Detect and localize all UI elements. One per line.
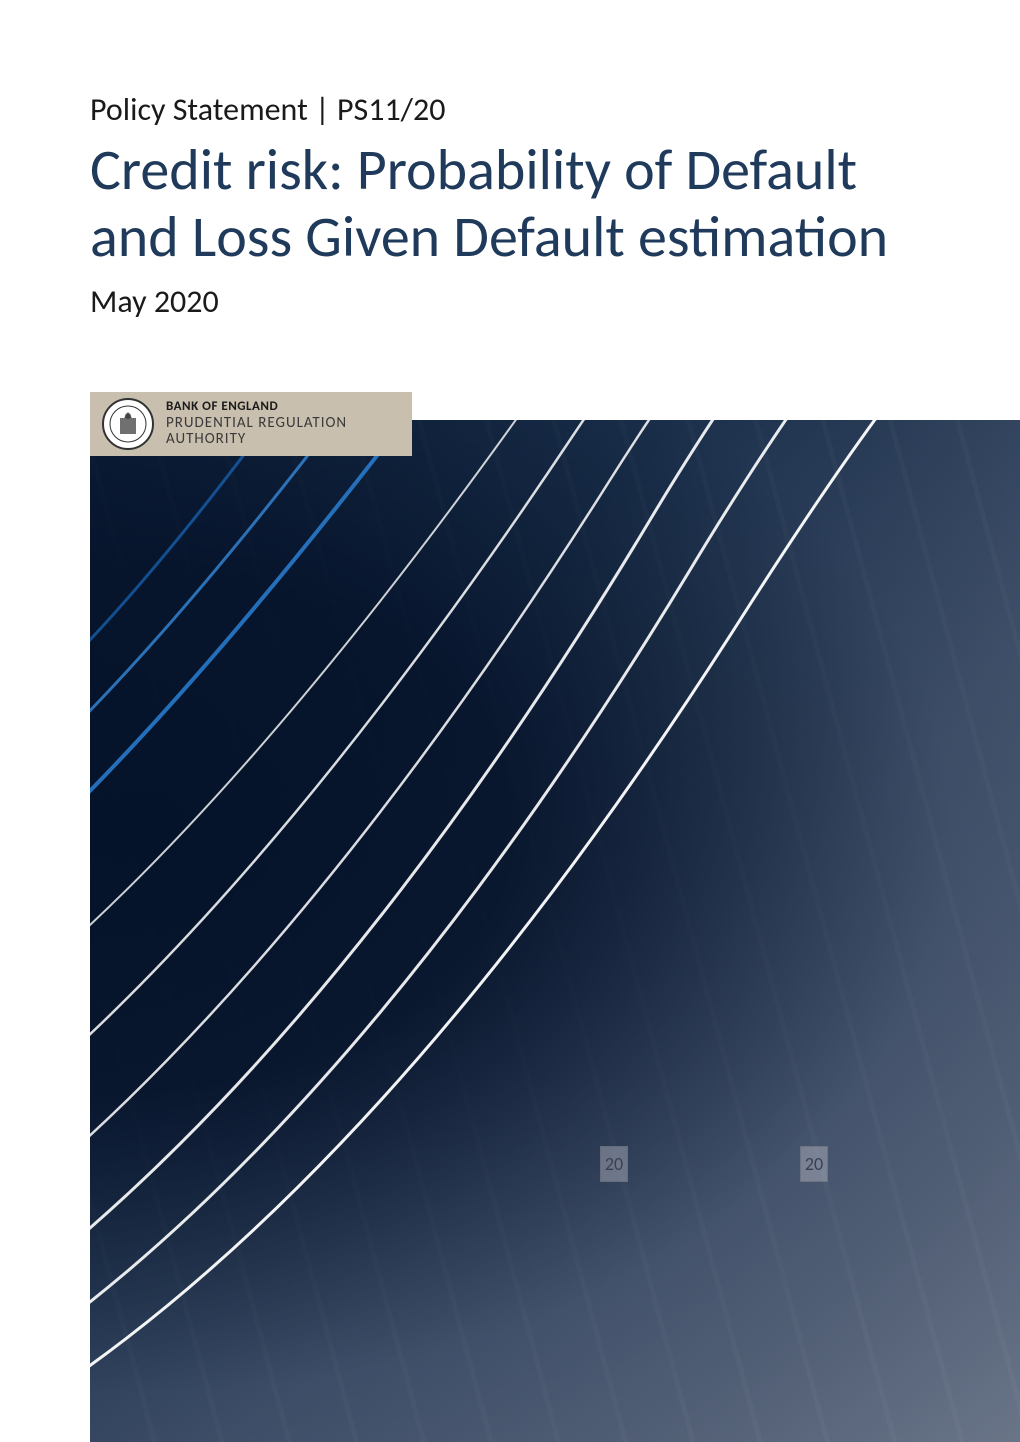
logo-text-block: BANK OF ENGLAND PRUDENTIAL REGULATION AU… <box>166 400 347 447</box>
logo-bank-name: BANK OF ENGLAND <box>166 400 347 414</box>
decorative-curves <box>90 420 1020 1442</box>
header-area: Policy Statement | PS11/20 Credit risk: … <box>0 0 1020 321</box>
door-number-left: 20 <box>600 1146 628 1182</box>
document-date: May 2020 <box>90 282 930 321</box>
document-title: Credit risk: Probability of Default and … <box>90 137 930 270</box>
pra-logo-badge: BANK OF ENGLAND PRUDENTIAL REGULATION AU… <box>90 392 412 456</box>
logo-authority-line1: PRUDENTIAL REGULATION <box>166 415 347 432</box>
door-number-right: 20 <box>800 1146 828 1182</box>
logo-authority-line2: AUTHORITY <box>166 431 347 448</box>
cover-image-area: 20 20 <box>90 420 1020 1442</box>
policy-statement-label: Policy Statement | PS11/20 <box>90 90 930 129</box>
bank-of-england-seal-icon <box>102 398 154 450</box>
